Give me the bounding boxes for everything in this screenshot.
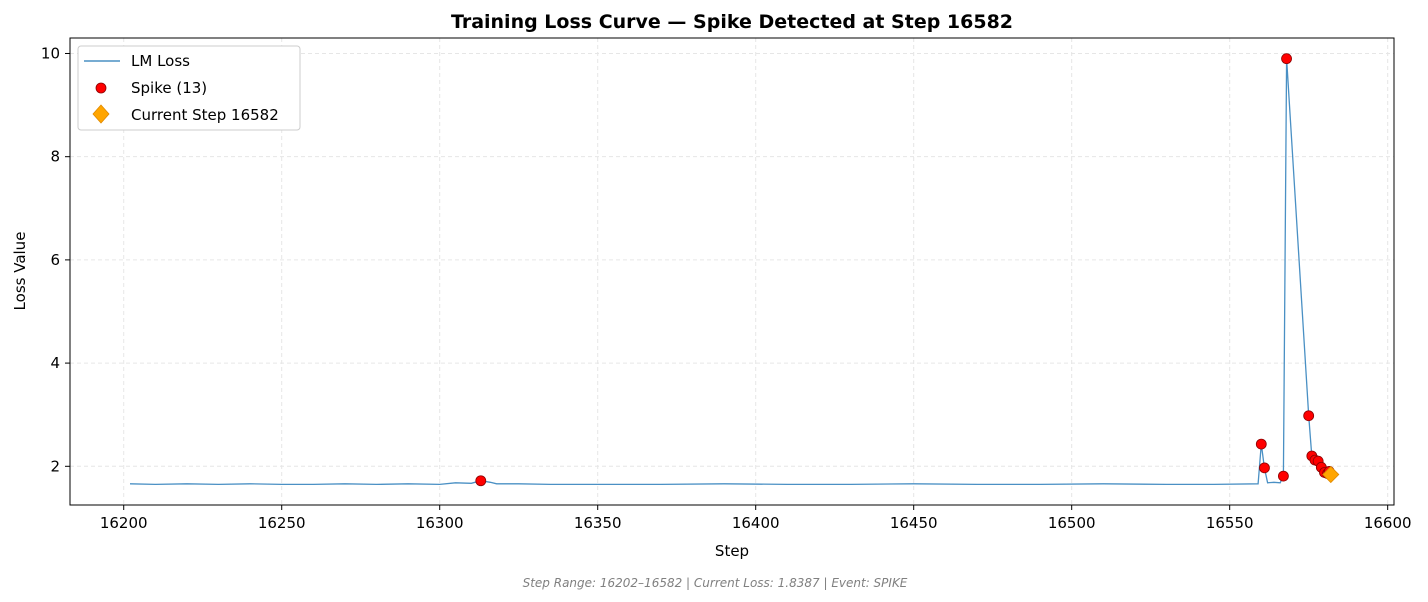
x-tick-label: 16600 — [1364, 514, 1412, 532]
x-tick-label: 16350 — [574, 514, 622, 532]
x-tick-label: 16550 — [1206, 514, 1254, 532]
spike-point — [1259, 462, 1270, 474]
x-tick-label: 16300 — [416, 514, 464, 532]
y-tick-label: 4 — [50, 354, 60, 372]
ticks: 16200 16250 16300 16350 16400 16450 16500 16550… — [41, 44, 1412, 532]
legend-entry-label: Spike (13) — [131, 79, 207, 97]
x-tick-label: 16450 — [890, 514, 938, 532]
y-axis-label: Loss Value — [11, 232, 29, 311]
footer-info: Step Range: 16202–16582 | Current Loss: … — [523, 576, 908, 590]
x-tick-label: 16500 — [1048, 514, 1096, 532]
x-axis-label: Step — [715, 542, 749, 560]
legend: LM Loss Spike (13) Current Step 16582 — [77, 45, 301, 131]
legend-current-swatch — [92, 104, 110, 124]
legend-spike-swatch — [95, 82, 107, 94]
spike-point — [1278, 470, 1289, 482]
spike-point — [1255, 438, 1267, 450]
plot-area — [129, 53, 1340, 487]
series-lm-loss-line — [129, 58, 1332, 486]
legend-box — [77, 45, 301, 131]
y-tick-label: 8 — [50, 148, 60, 166]
current-step-marker — [1322, 465, 1340, 484]
y-tick-label: 2 — [50, 457, 60, 475]
y-tick-label: 6 — [50, 251, 60, 269]
x-tick-label: 16400 — [732, 514, 780, 532]
y-tick-label: 10 — [41, 44, 60, 62]
x-tick-label: 16250 — [258, 514, 306, 532]
spike-point — [1281, 53, 1292, 65]
x-tick-label: 16200 — [100, 514, 148, 532]
spike-point — [475, 475, 487, 487]
legend-entry-label: Current Step 16582 — [131, 106, 279, 124]
spike-point — [1303, 410, 1315, 422]
plot-frame — [69, 37, 1395, 506]
chart-title: Training Loss Curve — Spike Detected at … — [451, 11, 1013, 33]
legend-entry-label: LM Loss — [131, 52, 190, 70]
